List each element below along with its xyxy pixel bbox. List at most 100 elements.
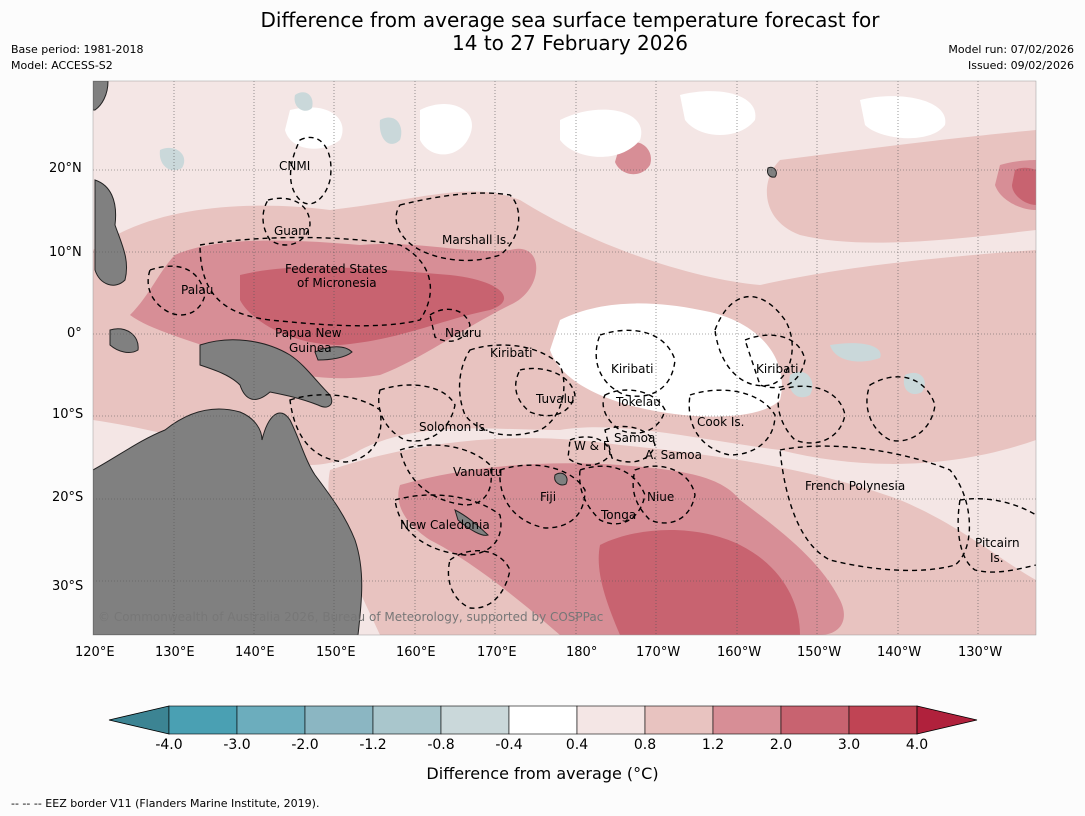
label-french-polynesia: French Polynesia — [805, 479, 905, 493]
label-pitcairn-2: Is. — [990, 551, 1004, 565]
eez-legend-note: -- -- -- EEZ border V11 (Flanders Marine… — [11, 797, 320, 810]
label-samoa: Samoa — [614, 431, 655, 445]
mindanao-island — [109, 328, 139, 353]
map-title-line2: 14 to 27 February 2026 — [452, 31, 688, 55]
contour-2.0-3.0-north — [240, 267, 505, 345]
lon-tick: 150°E — [316, 645, 356, 660]
label-tonga: Tonga — [600, 508, 636, 522]
colorbar-segment — [644, 705, 714, 735]
label-cook-is: Cook Is. — [697, 415, 744, 429]
contour-2.0-3.0-ne — [1012, 167, 1036, 205]
lon-tick: 150°W — [797, 645, 842, 660]
eez-borders — [147, 136, 1036, 609]
colorbar-segment — [236, 705, 306, 735]
lon-tick: 160°E — [396, 645, 436, 660]
contour-2.0-3.0-south — [598, 530, 800, 635]
contour-0.8-1.2-ne — [766, 130, 1036, 243]
label-nauru: Nauru — [445, 326, 481, 340]
cool-patch-3 — [789, 371, 813, 398]
lat-tick: 20°N — [49, 161, 82, 176]
cool-patch-6 — [294, 92, 313, 111]
lon-tick: 170°E — [477, 645, 517, 660]
colorbar-tick: -1.2 — [359, 737, 387, 753]
lat-tick: 30°S — [52, 579, 84, 594]
label-wallis-futuna: W & F — [574, 439, 610, 453]
label-niue: Niue — [647, 490, 674, 504]
colorbar-tick: 1.2 — [701, 737, 725, 753]
lon-tick: 130°W — [958, 645, 1003, 660]
colorbar-tick: 0.4 — [565, 737, 589, 753]
label-fiji: Fiji — [540, 490, 556, 504]
colorbar-extend-high — [916, 705, 978, 735]
label-new-caledonia: New Caledonia — [400, 518, 490, 532]
colorbar-segment — [712, 705, 782, 735]
label-cnmi: CNMI — [279, 159, 310, 173]
near-normal-north-4 — [860, 96, 946, 139]
new-britain-island — [314, 346, 353, 361]
lat-tick: 20°S — [52, 490, 84, 505]
base-period: Base period: 1981-2018 — [11, 43, 144, 56]
lat-tick: 10°N — [49, 245, 82, 260]
issued-date: Issued: 09/02/2026 — [967, 59, 1074, 72]
graticule — [93, 81, 1036, 635]
label-png-2: Guinea — [289, 341, 332, 355]
colorbar-title: Difference from average (°C) — [426, 764, 659, 783]
colorbar-segment — [168, 705, 238, 735]
near-normal-north-5 — [285, 107, 343, 149]
copyright-notice: © Commonwealth of Australia 2026, Bureau… — [98, 610, 603, 624]
colorbar-tick: 0.8 — [633, 737, 657, 753]
label-png-1: Papua New — [275, 326, 342, 340]
colorbar-tick: 3.0 — [837, 737, 861, 753]
cool-patch-4 — [830, 343, 881, 362]
label-marshall-is: Marshall Is. — [442, 233, 510, 247]
region-labels: CNMI Guam Marshall Is. Federated States … — [181, 159, 1020, 565]
colorbar-segment — [372, 705, 442, 735]
near-normal-central-pacific — [550, 303, 782, 417]
colorbar-segment — [576, 705, 646, 735]
lon-tick: 140°W — [877, 645, 922, 660]
model-run: Model run: 07/02/2026 — [948, 43, 1074, 56]
colorbar-segment — [780, 705, 850, 735]
label-palau: Palau — [181, 283, 213, 297]
label-american-samoa: A. Samoa — [645, 448, 702, 462]
colorbar-tick: -2.0 — [291, 737, 319, 753]
fiji-island — [554, 472, 568, 486]
colorbar-tick: 2.0 — [769, 737, 793, 753]
colorbar-tick: -3.0 — [223, 737, 251, 753]
colorbar — [108, 705, 978, 735]
colorbar-segment — [304, 705, 374, 735]
philippines-north — [93, 81, 109, 111]
papua-new-guinea-landmass — [199, 339, 333, 408]
label-fsm-2: of Micronesia — [297, 276, 377, 290]
new-caledonia-island — [454, 509, 489, 536]
lat-tick: 0° — [67, 326, 82, 341]
lon-tick: 140°E — [235, 645, 275, 660]
colorbar-segment — [440, 705, 510, 735]
near-normal-north-1 — [420, 104, 472, 155]
map-field — [93, 81, 1036, 635]
lon-tick: 130°E — [155, 645, 195, 660]
meta-right: Model run: 07/02/2026 Issued: 09/02/2026 — [948, 42, 1074, 74]
model-name: Model: ACCESS-S2 — [11, 59, 113, 72]
near-normal-north-3 — [680, 91, 756, 135]
colorbar-tick: -0.4 — [495, 737, 523, 753]
label-kiribati-line: Kiribati — [756, 362, 798, 376]
label-solomon-is: Solomon Is. — [419, 420, 489, 434]
meta-left: Base period: 1981-2018 Model: ACCESS-S2 — [11, 42, 143, 74]
label-kiribati-phoenix: Kiribati — [611, 362, 653, 376]
near-normal-north-2 — [560, 109, 642, 157]
label-guam: Guam — [274, 224, 310, 238]
colorbar-segment — [848, 705, 918, 735]
colorbar-segment — [508, 705, 578, 735]
label-fsm-1: Federated States — [285, 262, 387, 276]
colorbar-tick: -4.0 — [155, 737, 183, 753]
colorbar-extend-low — [108, 705, 170, 735]
map-title-line1: Difference from average sea surface temp… — [260, 8, 880, 32]
label-tokelau: Tokelau — [615, 395, 661, 409]
colorbar-tick: -0.8 — [427, 737, 455, 753]
label-tuvalu: Tuvalu — [535, 392, 575, 406]
philippines-landmass — [94, 179, 128, 286]
label-kiribati-gilbert: Kiribati — [490, 346, 532, 360]
australia-landmass — [93, 408, 363, 635]
